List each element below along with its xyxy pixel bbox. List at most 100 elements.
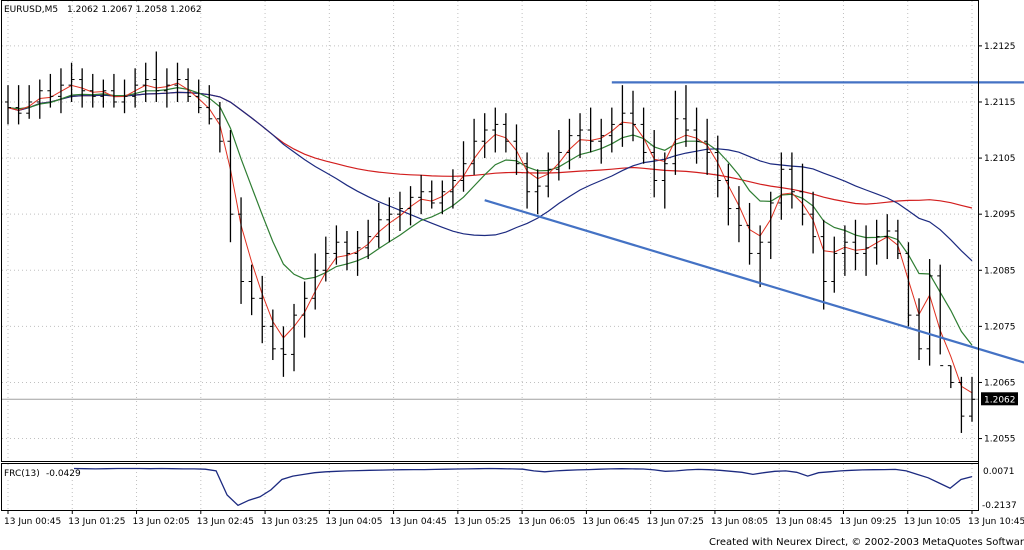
ohlc-bar bbox=[534, 169, 541, 215]
ohlc-bar bbox=[969, 376, 975, 422]
ohlc-bar bbox=[884, 214, 891, 260]
ohlc-bar bbox=[269, 309, 276, 361]
price-tick-label: 1.2095 bbox=[984, 210, 1016, 220]
ohlc-bar bbox=[418, 174, 425, 215]
ohlc-bar bbox=[788, 152, 795, 209]
price-tick-label: 1.2125 bbox=[984, 42, 1016, 52]
ohlc-bar bbox=[449, 169, 456, 209]
price-tick-label: 1.2075 bbox=[984, 322, 1016, 332]
ohlc-bar bbox=[110, 73, 117, 108]
indicator-scale-bottom: -0.2137 bbox=[982, 501, 1017, 511]
ohlc-bar bbox=[174, 62, 181, 102]
ohlc-bar bbox=[852, 219, 859, 271]
ohlc-bar bbox=[714, 135, 721, 198]
ohlc-bar bbox=[227, 130, 234, 243]
time-tick-label: 13 Jun 04:05 bbox=[325, 517, 382, 527]
ohlc-bar bbox=[735, 186, 742, 243]
ohlc-bar bbox=[15, 85, 22, 125]
ohlc-bar bbox=[375, 202, 382, 248]
ohlc-bar bbox=[26, 85, 33, 119]
ohlc-bar bbox=[672, 90, 679, 175]
ohlc-bar bbox=[68, 62, 75, 102]
time-tick-label: 13 Jun 03:25 bbox=[261, 517, 318, 527]
ohlc-bar bbox=[333, 225, 340, 265]
ohlc-bar bbox=[757, 225, 764, 288]
indicator-label-bg bbox=[2, 466, 74, 479]
ohlc-bar bbox=[640, 107, 647, 164]
ohlc-bar bbox=[810, 191, 817, 254]
ohlc-bar bbox=[799, 163, 806, 226]
ohlc-bar bbox=[577, 113, 584, 159]
ohlc-bar bbox=[57, 68, 64, 114]
ohlc-bar bbox=[216, 101, 223, 153]
ma-fast-line bbox=[7, 82, 973, 394]
ohlc-bar bbox=[545, 152, 552, 198]
ohlc-bar bbox=[259, 275, 266, 344]
ohlc-bar bbox=[238, 197, 245, 304]
ohlc-bar bbox=[5, 85, 11, 125]
ohlc-bar bbox=[566, 118, 573, 170]
ohlc-bar bbox=[206, 85, 213, 125]
price-tick-label: 1.2065 bbox=[984, 378, 1016, 388]
ohlc-bar bbox=[386, 197, 393, 243]
current-price-label: 1.2062 bbox=[984, 395, 1016, 405]
indicator-name-label: FRC(13) bbox=[4, 469, 40, 479]
ohlc-bar bbox=[301, 281, 308, 338]
ohlc-bar bbox=[831, 236, 838, 293]
ohlc-bar bbox=[280, 326, 287, 377]
time-tick-label: 13 Jun 08:45 bbox=[775, 517, 832, 527]
time-tick-label: 13 Jun 10:45 bbox=[968, 517, 1024, 527]
ohlc-bar bbox=[905, 242, 912, 327]
ohlc-bar bbox=[863, 225, 870, 276]
ohlc-bar bbox=[916, 298, 923, 361]
time-tick-label: 13 Jun 01:25 bbox=[68, 517, 125, 527]
ohlc-bar bbox=[343, 231, 350, 271]
frc-line bbox=[7, 467, 973, 507]
ohlc-bar bbox=[704, 118, 711, 175]
ohlc-bar bbox=[471, 118, 478, 175]
ohlc-bar bbox=[79, 68, 86, 108]
grid bbox=[2, 1, 978, 510]
ohlc-bar bbox=[439, 180, 446, 215]
price-axis: 1.2125 1.2115 1.2105 1.2095 1.2085 1.2075 1.20… bbox=[978, 42, 1018, 445]
ohlc-bar bbox=[767, 191, 774, 260]
ohlc-bar bbox=[958, 376, 965, 433]
ohlc-bar bbox=[36, 79, 43, 119]
trendlines[interactable] bbox=[484, 81, 1024, 364]
ohlc-bar bbox=[873, 219, 880, 265]
ohlc-bar bbox=[682, 85, 689, 147]
ohlc-bar bbox=[661, 152, 668, 209]
ohlc-bar bbox=[195, 79, 202, 114]
ohlc-bar bbox=[608, 107, 615, 153]
time-tick-label: 13 Jun 00:45 bbox=[4, 517, 61, 527]
time-tick-label: 13 Jun 05:25 bbox=[454, 517, 511, 527]
ohlc-bar bbox=[524, 152, 531, 209]
ohlc-bar bbox=[460, 141, 467, 192]
ohlc-bar bbox=[89, 73, 96, 108]
ohlc-bar bbox=[619, 85, 626, 147]
ohlc-bar bbox=[163, 68, 170, 108]
ohlc-bar bbox=[651, 130, 658, 198]
indicator-scale-top: 0.0071 bbox=[983, 467, 1015, 477]
indicator-value-label: -0.0429 bbox=[46, 469, 81, 479]
ohlc-bar bbox=[693, 107, 700, 164]
ohlc-bar bbox=[291, 303, 298, 372]
ohlc-bar bbox=[587, 107, 594, 153]
ohlc-values-label: 1.2062 1.2067 1.2058 1.2062 bbox=[67, 5, 202, 15]
ohlc-bar bbox=[746, 202, 753, 265]
time-tick-label: 13 Jun 02:45 bbox=[197, 517, 254, 527]
ohlc-bar bbox=[312, 253, 319, 310]
ohlc-bar bbox=[778, 152, 785, 220]
ohlc-bar bbox=[322, 236, 329, 282]
ohlc-bar bbox=[481, 113, 488, 159]
time-tick-label: 13 Jun 06:05 bbox=[518, 517, 575, 527]
ohlc-bar bbox=[142, 62, 149, 102]
price-tick-label: 1.2085 bbox=[984, 266, 1016, 276]
time-tick-label: 13 Jun 02:05 bbox=[133, 517, 190, 527]
ohlc-bar bbox=[100, 79, 107, 108]
footer-credit: Created with Neurex Direct, © 2002-2003 … bbox=[709, 537, 1024, 548]
ohlc-bar bbox=[492, 107, 499, 153]
ohlc-bar bbox=[894, 219, 901, 260]
time-tick-label: 13 Jun 08:05 bbox=[711, 517, 768, 527]
